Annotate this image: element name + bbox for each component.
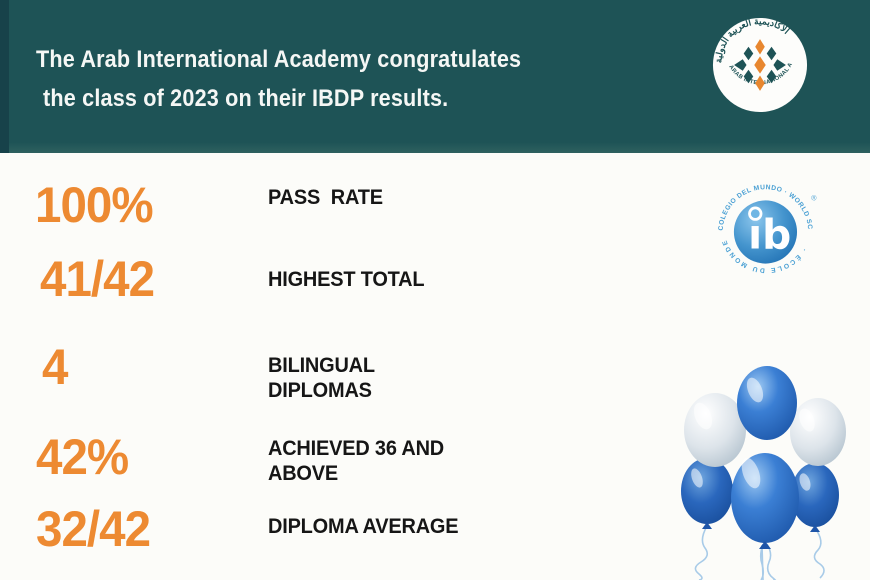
academy-seal-logo: الأكاديمية العربية الدولية ARAB INTERNAT…	[712, 16, 808, 113]
ib-world-school-logo: COLEGIO DEL MUNDO · WORLD SCHOOL · ÉCOLE…	[710, 176, 817, 274]
ib-i-dot	[750, 209, 760, 219]
header-line-2: the class of 2023 on their IBDP results.	[43, 85, 449, 112]
balloon-highlights	[691, 377, 815, 491]
stat-value-bilingual: 4	[42, 339, 68, 395]
header-banner: The Arab International Academy congratul…	[0, 0, 870, 153]
stat-label-highest-total: HIGHEST TOTAL	[268, 268, 425, 291]
balloon-top-blue	[737, 366, 797, 440]
header-text-block: The Arab International Academy congratul…	[36, 46, 575, 113]
balloon-back-left-blue	[681, 458, 733, 524]
stat-label-diploma-average: DIPLOMA AVERAGE	[268, 515, 459, 538]
balloons-illustration	[681, 366, 846, 580]
balloon-strings	[694, 525, 825, 580]
stat-label-bilingual: BILINGUAL DIPLOMAS	[268, 354, 380, 402]
header-left-accent-strip	[0, 0, 9, 153]
balloon-front-blue	[731, 453, 799, 543]
balloon-left-silver	[684, 393, 746, 467]
stat-value-diploma-average: 32/42	[36, 501, 151, 557]
stat-value-highest-total: 41/42	[40, 251, 155, 307]
balloon-right-silver	[790, 398, 846, 466]
stat-value-pass-rate: 100%	[35, 177, 154, 233]
stat-label-pass-rate: PASS RATE	[268, 186, 383, 209]
stat-value-achieved-36: 42%	[36, 429, 129, 485]
stat-label-achieved-36: ACHIEVED 36 AND ABOVE	[268, 437, 449, 485]
ib-registered-mark: ®	[811, 194, 817, 202]
header-line-1: The Arab International Academy congratul…	[36, 46, 522, 73]
balloon-knots	[702, 522, 820, 549]
